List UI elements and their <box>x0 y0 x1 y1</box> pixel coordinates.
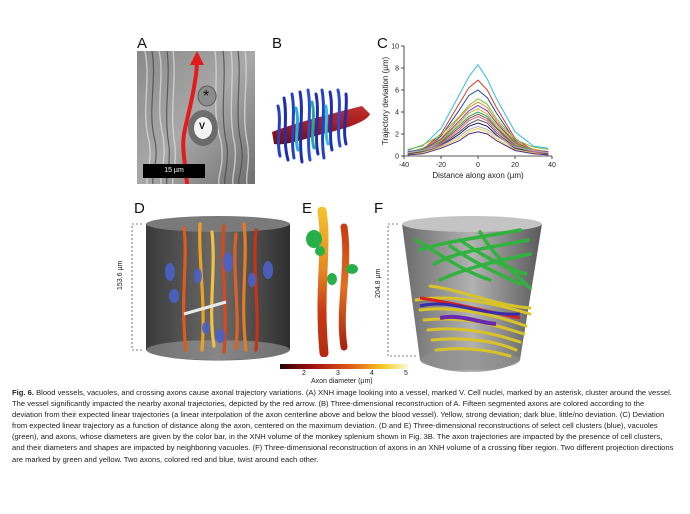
colorbar-tick-4: 4 <box>370 370 374 377</box>
caption-title: Blood vessels, vacuoles, and crossing ax… <box>36 388 304 397</box>
series-line-12 <box>407 122 549 156</box>
caption-figure-number: Fig. 6. <box>12 388 34 397</box>
caption-body: (A) XNH image looking into a vessel, mar… <box>12 388 674 464</box>
axon-diameter-colorbar <box>280 364 408 369</box>
series-line-15 <box>407 131 549 156</box>
series-line-6 <box>407 104 549 153</box>
colorbar-tick-2: 2 <box>302 370 306 377</box>
panel-label-b: B <box>272 35 283 52</box>
panel-label-c: C <box>377 35 388 52</box>
panel-d-height-label: 153.6 µm <box>117 260 124 290</box>
panel-label-d: D <box>134 200 145 217</box>
y-axis-label: Trajectory deviation (µm) <box>381 57 390 146</box>
panel-label-a: A <box>137 35 148 52</box>
figure-caption: Fig. 6. Blood vessels, vacuoles, and cro… <box>12 387 676 465</box>
panel-f-volume <box>387 216 542 372</box>
y-tick-label: 4 <box>395 110 399 117</box>
panel-label-e: E <box>302 200 313 217</box>
y-tick-label: 8 <box>395 66 399 73</box>
panel-a-image <box>137 51 255 184</box>
panel-f-height-label: 204.8 µm <box>375 268 382 298</box>
panel-a-scale-label: 15 µm <box>164 167 184 174</box>
colorbar-title: Axon diameter (µm) <box>311 378 373 385</box>
panel-e-axons <box>306 207 358 357</box>
panel-a-nuclei-marker: * <box>203 88 210 105</box>
trajectory-deviation-chart: -40 -20 0 20 40 0 2 4 6 8 10 Distance along axon (µ… <box>381 44 556 181</box>
series-line-1 <box>407 63 549 150</box>
panel-a-vessel-marker: V <box>199 121 206 131</box>
colorbar-tick-3: 3 <box>336 370 340 377</box>
y-tick-label: 10 <box>391 44 399 51</box>
series-line-13 <box>407 125 549 154</box>
x-tick-label: 40 <box>548 162 556 169</box>
series-line-14 <box>407 127 549 156</box>
series-line-4 <box>407 98 549 151</box>
x-tick-label: -40 <box>399 162 409 169</box>
x-tick-label: -20 <box>436 162 446 169</box>
y-tick-label: 0 <box>395 154 399 161</box>
panel-d-volume <box>131 216 290 361</box>
panel-label-f: F <box>374 200 384 217</box>
y-tick-label: 2 <box>395 132 399 139</box>
panel-b-reconstruction <box>272 88 370 164</box>
series-line-8 <box>407 111 549 154</box>
x-axis-label: Distance along axon (µm) <box>432 171 524 180</box>
y-tick-label: 6 <box>395 88 399 95</box>
x-tick-label: 20 <box>511 162 519 169</box>
x-tick-label: 0 <box>476 162 480 169</box>
colorbar-tick-5: 5 <box>404 370 408 377</box>
series-line-5 <box>407 101 549 154</box>
